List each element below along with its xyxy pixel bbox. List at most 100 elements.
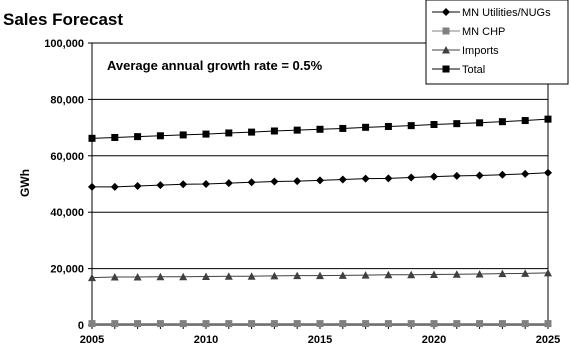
data-point (88, 273, 96, 282)
legend-label: MN CHP (462, 26, 505, 38)
data-point (179, 320, 187, 328)
data-point (453, 320, 461, 328)
y-axis-label: GWh (18, 169, 32, 197)
data-point (498, 118, 506, 126)
data-point (384, 122, 392, 130)
data-point (202, 320, 210, 328)
data-point (110, 182, 119, 191)
data-point (156, 181, 165, 190)
data-point (88, 182, 96, 191)
legend: MN Utilities/NUGs MN CHP Imports Total (425, 0, 569, 85)
data-point (498, 320, 506, 328)
data-point (225, 320, 233, 328)
data-point (407, 320, 415, 328)
data-point (316, 125, 324, 133)
data-point (498, 170, 507, 179)
data-point (134, 320, 142, 328)
data-point (476, 320, 484, 328)
data-point (179, 272, 188, 281)
x-tick-label: 2025 (536, 334, 560, 346)
data-point (521, 117, 529, 125)
data-point (544, 168, 552, 177)
data-point (156, 132, 164, 140)
data-point (179, 180, 188, 189)
legend-label: Imports (462, 45, 499, 57)
data-point (293, 177, 302, 186)
data-point (338, 175, 347, 184)
x-tick-label: 2020 (422, 334, 446, 346)
data-point (475, 171, 484, 180)
data-point (339, 124, 347, 132)
data-point (270, 177, 279, 186)
legend-label: Total (462, 64, 485, 76)
y-tick-label: 100,000 (44, 38, 84, 50)
legend-swatch-marker (442, 65, 450, 73)
data-point (407, 122, 415, 130)
data-point (202, 180, 210, 188)
data-point (452, 270, 461, 278)
data-point (270, 271, 279, 280)
y-tick-label: 60,000 (50, 151, 84, 163)
data-point (362, 123, 370, 131)
data-point (453, 120, 461, 128)
legend-label: MN Utilities/NUGs (462, 7, 551, 19)
data-point (110, 273, 119, 281)
x-tick-label: 2005 (80, 334, 104, 346)
data-point (111, 320, 119, 328)
data-point (430, 172, 438, 181)
data-point (270, 127, 278, 135)
series-lines (88, 115, 552, 328)
data-point (544, 320, 552, 328)
data-point (247, 272, 256, 280)
data-point (384, 174, 393, 183)
data-point (407, 173, 416, 182)
x-tick-label: 2015 (308, 334, 332, 346)
data-point (430, 320, 438, 328)
data-point (293, 271, 302, 280)
series-total (88, 115, 552, 142)
data-point (521, 320, 529, 328)
data-point (339, 320, 347, 328)
y-tick-label: 20,000 (50, 264, 84, 276)
data-point (361, 271, 370, 279)
data-point (133, 181, 142, 190)
data-point (248, 320, 256, 328)
data-point (156, 272, 165, 281)
legend-swatch-marker (442, 8, 450, 16)
data-point (498, 269, 507, 278)
data-point (544, 115, 552, 123)
chart-title: Sales Forecast (3, 10, 123, 29)
data-point (179, 131, 187, 139)
data-point (134, 133, 142, 141)
data-point (133, 273, 142, 281)
data-point (430, 270, 438, 279)
data-point (384, 320, 392, 328)
data-point (247, 178, 256, 187)
data-point (88, 320, 96, 328)
legend-swatch-marker (442, 27, 450, 35)
data-point (407, 270, 416, 279)
data-point (521, 169, 530, 178)
y-tick-label: 40,000 (50, 207, 84, 219)
legend-box (425, 0, 569, 85)
data-point (248, 128, 256, 136)
data-point (202, 130, 210, 138)
data-point (452, 171, 461, 180)
data-point (338, 271, 347, 279)
data-point (475, 269, 484, 278)
series-mn-chp (88, 320, 552, 328)
y-tick-label: 80,000 (50, 94, 84, 106)
data-point (225, 129, 233, 137)
growth-rate-annotation: Average annual growth rate = 0.5% (107, 58, 323, 73)
data-point (156, 320, 164, 328)
data-point (293, 126, 301, 134)
data-point (111, 133, 119, 141)
data-point (361, 174, 370, 183)
data-point (362, 320, 370, 328)
y-tick-label: 0 (78, 320, 84, 332)
data-point (521, 269, 530, 277)
data-point (430, 120, 438, 128)
data-point (224, 272, 233, 280)
data-point (316, 176, 324, 185)
